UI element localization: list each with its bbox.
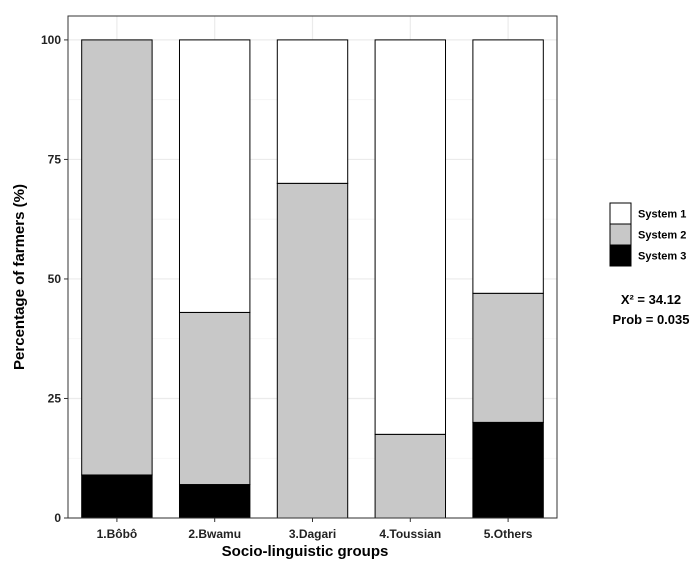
bar-segment-system-2 [472,292,544,423]
y-tick-label: 50 [48,272,62,286]
bar-segment-system-1 [178,39,251,313]
probability-annotation: Prob = 0.035 [613,312,690,327]
x-axis: 1.Bôbô 2.Bwamu 3.Dagari 4.Toussian 5.Others [97,518,533,541]
x-tick-label: 2.Bwamu [188,527,241,541]
legend: System 1 System 2 System 3 [609,202,686,267]
y-tick-label: 100 [41,33,61,47]
bars-layer [81,39,544,519]
y-tick-label: 0 [54,511,61,525]
legend-key-system-3 [609,244,632,267]
x-tick-label: 5.Others [484,527,533,541]
x-tick-label: 4.Toussian [379,527,441,541]
chi-square-annotation: X² = 34.12 [621,292,681,307]
y-tick-label: 25 [48,391,62,405]
legend-label-system-3: System 3 [638,251,686,263]
x-axis-title: Socio-linguistic groups [222,543,389,560]
bar-segment-system-2 [81,39,153,476]
legend-key-system-1 [609,202,632,225]
bar-segment-system-1 [374,39,447,435]
bar-segment-system-3 [81,474,153,519]
bar-segment-system-3 [472,421,544,519]
y-axis: 0 25 50 75 100 [41,33,68,525]
bar-segment-system-3 [178,484,251,519]
legend-label-system-2: System 2 [638,230,686,242]
bar-segment-system-1 [472,39,544,294]
x-tick-label: 3.Dagari [289,527,336,541]
y-axis-title: Percentage of farmers (%) [11,184,28,370]
bar-segment-system-1 [276,39,349,184]
y-tick-label: 75 [48,152,62,166]
bar-segment-system-2 [178,311,251,486]
bar-segment-system-2 [374,433,447,519]
x-tick-label: 1.Bôbô [97,527,138,541]
bar-segment-system-2 [276,182,349,519]
legend-label-system-1: System 1 [638,209,686,221]
legend-key-system-2 [609,223,632,246]
